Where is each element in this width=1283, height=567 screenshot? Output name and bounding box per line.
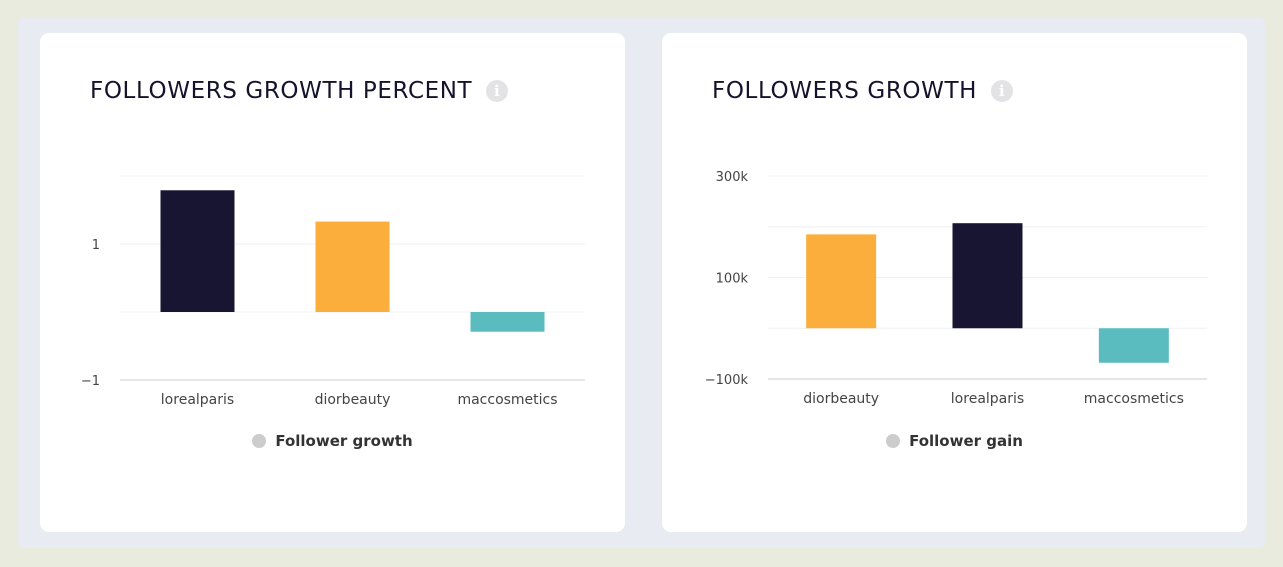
category-label-diorbeauty: diorbeauty <box>803 391 879 407</box>
category-label-maccosmetics: maccosmetics <box>1084 391 1184 407</box>
bar-diorbeauty[interactable] <box>315 221 390 312</box>
chart-title-text: FOLLOWERS GROWTH PERCENT <box>90 78 473 104</box>
category-label-diorbeauty: diorbeauty <box>315 392 391 408</box>
chart-legend[interactable]: Follower gain <box>662 432 1247 450</box>
legend-label: Follower gain <box>909 432 1023 450</box>
info-icon[interactable]: i <box>991 80 1014 102</box>
card-title: FOLLOWERS GROWTH i <box>712 78 1014 104</box>
card-title: FOLLOWERS GROWTH PERCENT i <box>90 78 509 104</box>
legend-label: Follower growth <box>275 432 413 450</box>
bar-diorbeauty[interactable] <box>806 234 877 329</box>
bar-maccosmetics[interactable] <box>1098 328 1169 363</box>
legend-marker <box>252 434 267 448</box>
bar-maccosmetics[interactable] <box>470 312 545 332</box>
dashboard-frame: FOLLOWERS GROWTH PERCENT i 1 −1 lorealpari… <box>18 18 1265 548</box>
followers-growth-chart: 300k 100k −100k diorbeauty lorealparis maccos… <box>705 170 1207 407</box>
followers-growth-percent-card: FOLLOWERS GROWTH PERCENT i 1 −1 lorealpari… <box>40 33 625 532</box>
y-tick-label: 300k <box>716 170 749 185</box>
y-tick-label: 100k <box>716 272 749 287</box>
followers-growth-percent-chart: 1 −1 lorealparis diorbeauty maccosmetics <box>81 175 585 408</box>
chart-title-text: FOLLOWERS GROWTH <box>712 78 978 104</box>
followers-growth-card: FOLLOWERS GROWTH i 300k 100k −100k diorbeau… <box>662 33 1247 532</box>
bar-lorealparis[interactable] <box>160 190 235 312</box>
bar-lorealparis[interactable] <box>952 223 1023 329</box>
legend-marker <box>886 434 901 448</box>
chart-legend[interactable]: Follower growth <box>40 432 625 450</box>
category-label-lorealparis: lorealparis <box>951 391 1024 407</box>
category-label-lorealparis: lorealparis <box>161 392 234 408</box>
info-icon[interactable]: i <box>486 80 509 102</box>
y-tick-label: 1 <box>92 238 100 253</box>
y-tick-label: −100k <box>705 373 749 388</box>
y-tick-label: −1 <box>81 374 100 389</box>
category-label-maccosmetics: maccosmetics <box>457 392 557 408</box>
